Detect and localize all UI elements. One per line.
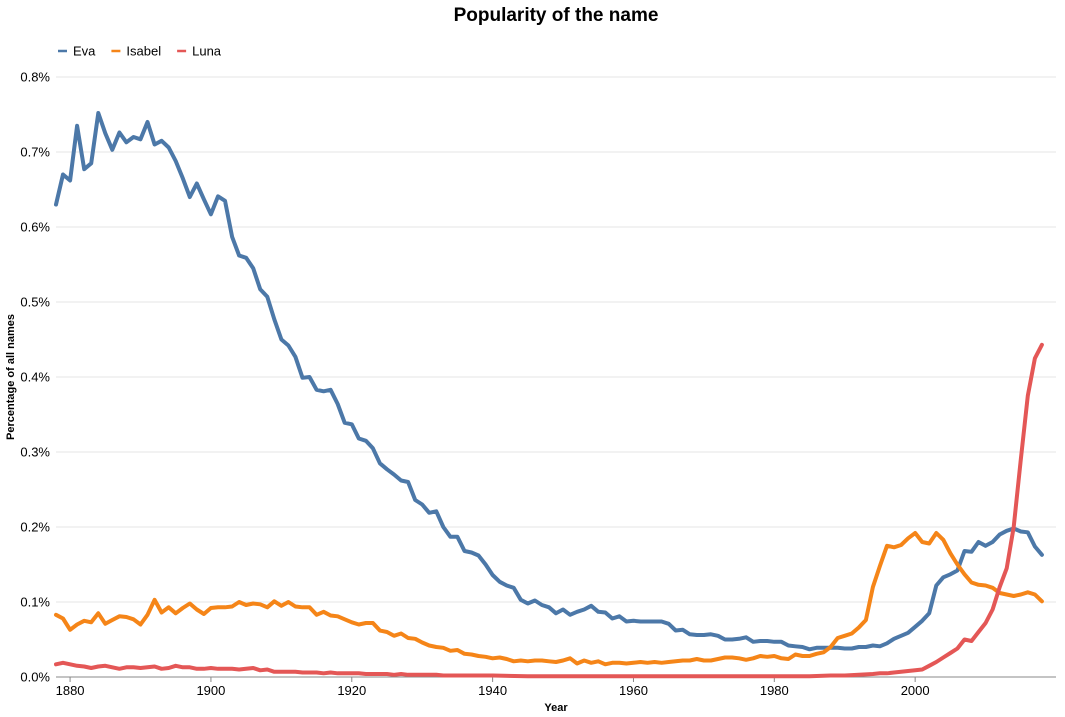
chart-title: Popularity of the name [454, 5, 659, 26]
legend-label: Luna [192, 44, 222, 59]
x-tick-label: 1940 [478, 683, 507, 698]
y-tick-label: 0.3% [20, 445, 50, 460]
y-tick-label: 0.0% [20, 670, 50, 685]
y-tick-label: 0.7% [20, 145, 50, 160]
series-line-isabel [54, 531, 1044, 667]
x-tick-label: 1980 [760, 683, 789, 698]
x-tick-label: 1900 [196, 683, 225, 698]
series-line-eva [54, 111, 1044, 652]
x-tick-label: 2000 [901, 683, 930, 698]
y-tick-label: 0.4% [20, 370, 50, 385]
legend: Eva Isabel Luna [58, 44, 222, 59]
gridlines [56, 76, 1056, 603]
x-tick-label: 1880 [56, 683, 85, 698]
legend-label: Isabel [126, 44, 161, 59]
y-axis-title: Percentage of all names [5, 314, 17, 440]
y-axis: 0.0% 0.1% 0.2% 0.3% 0.4% 0.5% 0.6% 0.7% 0.8% [20, 70, 50, 685]
x-axis-title: Year [544, 702, 568, 714]
y-tick-label: 0.2% [20, 520, 50, 535]
y-tick-label: 0.8% [20, 70, 50, 85]
legend-item-eva: Eva [58, 44, 96, 59]
x-tick-label: 1960 [619, 683, 648, 698]
legend-label: Eva [73, 44, 96, 59]
y-tick-label: 0.1% [20, 595, 50, 610]
series-line-luna [54, 342, 1044, 679]
legend-item-isabel: Isabel [111, 44, 161, 59]
y-tick-label: 0.5% [20, 295, 50, 310]
legend-item-luna: Luna [177, 44, 222, 59]
x-tick-label: 1920 [337, 683, 366, 698]
x-axis: 1880 1900 1920 1940 1960 1980 2000 [56, 676, 1056, 698]
series-lines [54, 111, 1044, 679]
y-tick-label: 0.6% [20, 220, 50, 235]
